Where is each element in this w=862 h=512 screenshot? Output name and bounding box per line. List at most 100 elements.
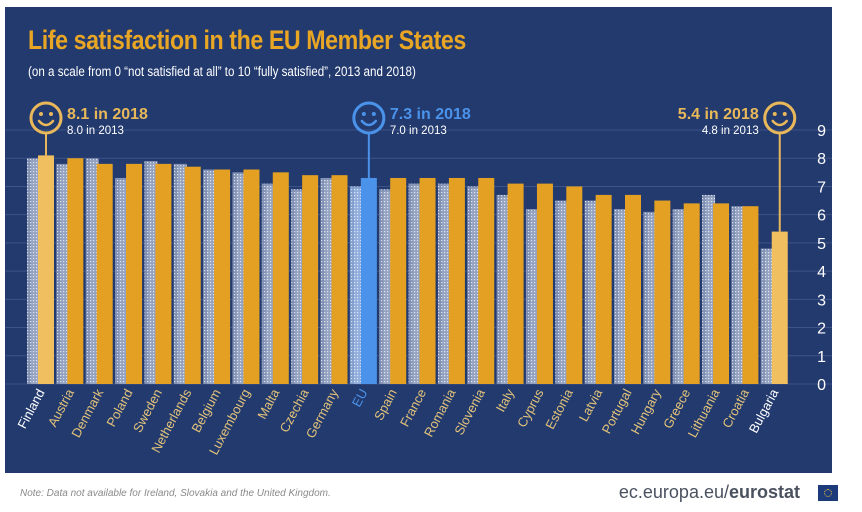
bar-2013-dots (555, 200, 569, 384)
x-tick-label: Poland (103, 386, 135, 429)
bar-2018 (126, 163, 143, 384)
bar-2013-dots (408, 183, 422, 384)
x-tick-label: EU (349, 386, 371, 409)
brand-prefix: ec.europa.eu/ (618, 482, 729, 502)
bar-2018 (155, 163, 172, 384)
y-tick-label: 5 (817, 236, 826, 253)
y-tick-label: 1 (817, 349, 826, 366)
callouts: 8.1 in 2018 8.0 in 2013 7.3 in 2018 7.0 in … (29, 101, 797, 232)
callout-value-2013: 8.0 in 2013 (67, 125, 124, 137)
bar-2018 (566, 186, 583, 384)
bar-2018 (595, 194, 612, 384)
smiley-mouth-icon (37, 119, 55, 127)
bar-2013-dots (232, 172, 246, 384)
smiley-mouth-icon (360, 119, 378, 127)
x-tick-label: Latvia (576, 386, 606, 424)
bar-2013-dots (496, 194, 510, 384)
bar-2013-dots (467, 186, 481, 384)
x-tick-label: France (397, 386, 429, 429)
y-tick-label: 4 (817, 264, 826, 281)
chart-title: Life satisfaction in the EU Member State… (28, 25, 466, 55)
bar-2018 (38, 155, 54, 384)
bar-2018 (771, 231, 788, 384)
y-tick-label: 0 (817, 377, 826, 394)
x-tick-label: Cyprus (514, 386, 547, 430)
brand-bold: eurostat (728, 482, 800, 502)
bar-2018 (625, 194, 641, 384)
bar-2018 (302, 175, 319, 384)
bar-2018 (67, 158, 84, 384)
bar-2018 (184, 166, 201, 384)
bar-2018 (478, 177, 495, 384)
bar-2013-dots (760, 248, 774, 384)
smiley-eye-icon (361, 112, 366, 116)
y-tick-label: 8 (817, 151, 826, 168)
x-tick-label: Italy (493, 386, 518, 415)
y-axis-ticks: 0 1 2 3 4 5 6 7 8 9 (817, 123, 826, 394)
bar-2013-dots (85, 158, 99, 384)
bar-2013-dots (203, 169, 217, 384)
x-tick-label: Austria (45, 386, 78, 429)
bar-2018 (507, 183, 524, 384)
bar-2018 (390, 177, 407, 384)
x-tick-label: Estonia (542, 386, 576, 432)
bar-2013-dots (56, 163, 70, 384)
bar-2018 (742, 206, 759, 384)
footer-note: Note: Data not available for Ireland, Sl… (20, 488, 331, 499)
bar-2013-dots (437, 183, 451, 384)
bar-2018 (536, 183, 553, 384)
bar-2018 (419, 177, 436, 384)
smiley-eye-icon (49, 112, 53, 116)
bar-2013-dots (144, 161, 158, 384)
bar-2018 (331, 175, 348, 384)
callout-eu: 7.3 in 2018 7.0 in 2013 (352, 101, 471, 178)
bar-2013-dots (584, 200, 598, 384)
bar-2018 (683, 203, 700, 384)
smiley-eye-icon (371, 112, 376, 116)
eu-flag-icon (818, 485, 838, 501)
smiley-icon (29, 101, 63, 135)
bar-2013-dots (702, 194, 716, 384)
callout-value-2013: 7.0 in 2013 (390, 125, 447, 137)
callout-value-2018: 8.1 in 2018 (67, 106, 148, 123)
y-tick-label: 7 (817, 179, 826, 196)
x-tick-label: Malta (254, 386, 283, 422)
eurostat-link[interactable]: ec.europa.eu/eurostat (619, 482, 800, 503)
bars (27, 155, 788, 384)
callout-finland: 8.1 in 2018 8.0 in 2013 (29, 101, 148, 156)
bar-2013-dots (525, 209, 539, 384)
bar-2018 (243, 169, 260, 384)
bar-2018 (360, 177, 377, 384)
callout-value-2018: 5.4 in 2018 (678, 106, 759, 123)
y-tick-label: 2 (817, 321, 826, 338)
bar-2018 (654, 200, 671, 384)
bar-2013-dots (261, 183, 275, 384)
bar-2013-dots (731, 206, 745, 384)
smiley-icon (763, 101, 797, 135)
bar-2013-dots (320, 177, 334, 384)
bar-2013-dots (27, 158, 40, 384)
callout-value-2018: 7.3 in 2018 (390, 106, 471, 123)
bar-2018 (96, 163, 113, 384)
smiley-eye-icon (39, 112, 43, 116)
y-tick-label: 6 (817, 208, 826, 225)
bar-2013-dots (379, 189, 393, 384)
x-tick-label: Spain (371, 386, 400, 422)
y-tick-label: 3 (817, 292, 826, 309)
bar-2013-dots (672, 209, 686, 384)
bar-2018 (214, 169, 231, 384)
bar-2013-dots (115, 177, 129, 384)
smiley-eye-icon (782, 112, 787, 116)
x-axis-labels: FinlandAustriaDenmarkPolandSwedenNetherl… (14, 386, 781, 458)
smiley-mouth-icon (771, 119, 788, 127)
smiley-eye-icon (772, 112, 777, 116)
y-tick-label: 9 (817, 123, 826, 140)
bar-2018 (448, 177, 465, 384)
callout-bulgaria: 5.4 in 2018 4.8 in 2013 (678, 101, 797, 232)
bar-2018 (272, 172, 289, 384)
x-tick-label: Finland (14, 386, 47, 431)
eu-stars-icon (824, 489, 832, 497)
bar-2018 (713, 203, 730, 384)
bar-2013-dots (349, 186, 363, 384)
